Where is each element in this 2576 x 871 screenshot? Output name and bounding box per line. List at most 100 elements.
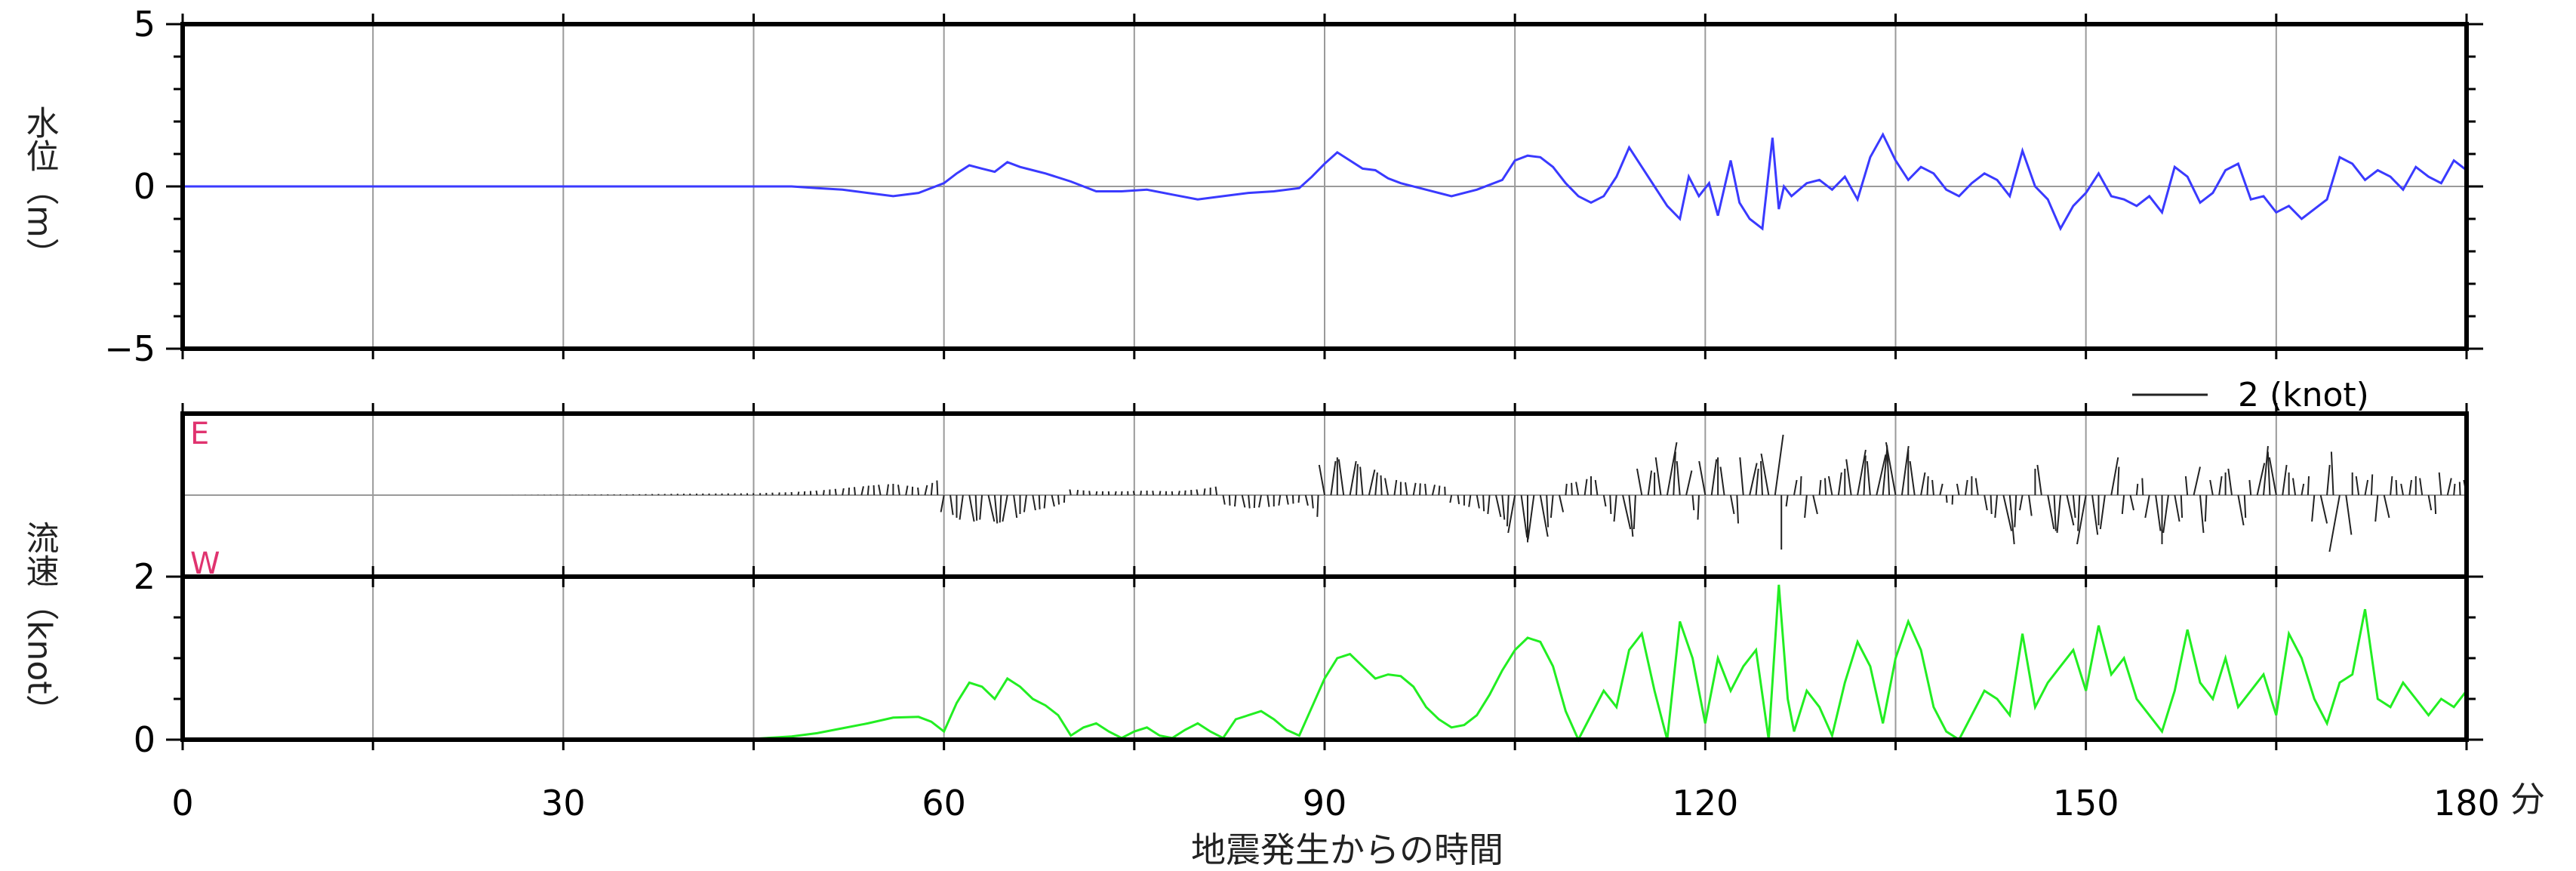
current-vector-stick xyxy=(1812,494,1818,515)
current-vector-stick xyxy=(999,494,1002,523)
current-vector-stick xyxy=(1594,479,1599,496)
current-vector-stick xyxy=(1393,479,1398,496)
current-vector-stick xyxy=(1304,494,1309,506)
current-vector-stick xyxy=(1482,494,1485,512)
current-vector-stick xyxy=(2319,494,2328,524)
current-vector-stick xyxy=(1818,479,1822,496)
x-tick-label: 180 xyxy=(2433,783,2500,823)
current-vector-stick xyxy=(1900,445,1910,496)
current-vector-stick xyxy=(866,485,869,496)
speed-y-tick-label: 2 xyxy=(134,556,155,597)
current-vector-stick xyxy=(2056,494,2062,534)
current-vector-stick xyxy=(930,482,934,496)
x-tick-label: 90 xyxy=(1303,783,1347,823)
current-vector-stick xyxy=(2204,494,2208,522)
current-vector-stick xyxy=(1177,491,1180,496)
current-vector-stick xyxy=(1633,494,1636,530)
current-vector-stick xyxy=(2227,468,2233,496)
current-vector-stick xyxy=(2267,451,2271,496)
x-axis-label: 地震発生からの時間 xyxy=(1191,829,1503,870)
current-vector-stick xyxy=(2248,479,2252,496)
current-vector-stick xyxy=(959,494,964,520)
current-vector-stick xyxy=(2400,483,2404,496)
current-vector-stick xyxy=(1697,494,1700,520)
current-vector-stick xyxy=(1506,494,1510,527)
current-vector-stick xyxy=(1468,494,1472,507)
current-vector-stick xyxy=(1793,479,1798,496)
current-vector-stick xyxy=(1956,483,1960,496)
current-vector-stick xyxy=(1845,459,1852,496)
current-vector-stick xyxy=(1203,488,1206,496)
water-level-axis-label: 水位（m） xyxy=(20,106,59,271)
x-tick-label: 60 xyxy=(922,783,966,823)
current-vector-stick xyxy=(2370,474,2374,496)
current-vector-stick xyxy=(2330,451,2334,496)
current-vector-stick xyxy=(2036,464,2042,496)
current-vector-stick xyxy=(2066,494,2075,526)
current-vector-stick xyxy=(1266,494,1270,507)
current-vector-stick xyxy=(1359,466,1364,496)
current-vector-stick xyxy=(1023,494,1027,512)
current-vector-stick xyxy=(1774,434,1784,496)
x-tick-label: 150 xyxy=(2053,783,2119,823)
current-speed-series-line xyxy=(183,584,2468,743)
water-level-series-line xyxy=(183,131,2467,232)
x-tick-label: 0 xyxy=(171,783,193,823)
current-vector-stick xyxy=(1337,459,1345,496)
current-vector-stick xyxy=(897,485,900,496)
current-vector-stick xyxy=(2263,445,2269,496)
current-vector-stick xyxy=(1196,489,1199,496)
current-vector-stick xyxy=(1140,491,1142,496)
current-vector-stick xyxy=(1736,494,1739,524)
current-vector-stick xyxy=(797,491,800,496)
current-vector-stick xyxy=(2374,494,2379,522)
current-vector-stick xyxy=(2209,479,2214,496)
current-vector-stick xyxy=(1278,494,1282,506)
current-vector-stick xyxy=(1069,489,1072,496)
current-vector-stick xyxy=(987,494,996,522)
current-axis-label: 流速（knot） xyxy=(20,521,59,728)
current-vector-stick xyxy=(873,485,876,496)
current-vector-stick xyxy=(778,492,780,496)
current-vector-stick xyxy=(1827,476,1833,496)
current-vector-stick xyxy=(1698,460,1707,496)
current-vector-stick xyxy=(854,487,856,496)
x-axis-unit: 分 xyxy=(2510,779,2545,820)
current-vector-stick xyxy=(1412,482,1417,496)
current-vector-stick xyxy=(2144,494,2150,519)
current-vector-stick xyxy=(1546,494,1550,528)
current-vector-stick xyxy=(1866,460,1871,496)
current-vector-stick xyxy=(949,494,954,516)
current-vector-stick xyxy=(1876,454,1887,496)
current-vector-stick xyxy=(2237,494,2245,526)
current-vector-stick xyxy=(1628,494,1634,537)
current-vector-stick xyxy=(2047,494,2055,530)
x-tick-label: 30 xyxy=(541,783,586,823)
water-level-y-tick-label: 0 xyxy=(134,166,155,207)
current-vector-stick xyxy=(1349,460,1357,496)
current-vector-stick xyxy=(940,494,945,512)
current-vector-stick xyxy=(1487,494,1491,515)
current-vector-stick xyxy=(2307,476,2310,496)
current-vector-stick xyxy=(1051,494,1055,507)
current-vector-stick xyxy=(1785,494,1789,507)
current-vector-stick xyxy=(1994,494,1998,519)
grid-layer xyxy=(183,24,2467,740)
current-vector-stick xyxy=(993,494,999,524)
current-vector-stick xyxy=(1565,483,1568,496)
current-vector-stick xyxy=(2383,494,2390,519)
current-vector-stick xyxy=(905,485,909,496)
current-vector-stick xyxy=(979,494,983,520)
current-vector-stick xyxy=(2076,494,2087,545)
current-vector-stick xyxy=(1857,449,1867,496)
current-vector-stick xyxy=(1666,442,1678,496)
current-vector-stick xyxy=(2091,494,2099,535)
current-vector-stick xyxy=(1760,453,1770,496)
current-vector-stick xyxy=(2129,494,2134,511)
current-vector-stick xyxy=(2180,494,2184,519)
current-vector-stick xyxy=(1636,468,1643,496)
current-vector-stick xyxy=(1184,490,1186,496)
current-vector-stick xyxy=(1984,494,1988,511)
current-vector-stick xyxy=(1038,494,1041,509)
current-vector-stick xyxy=(1691,494,1695,511)
